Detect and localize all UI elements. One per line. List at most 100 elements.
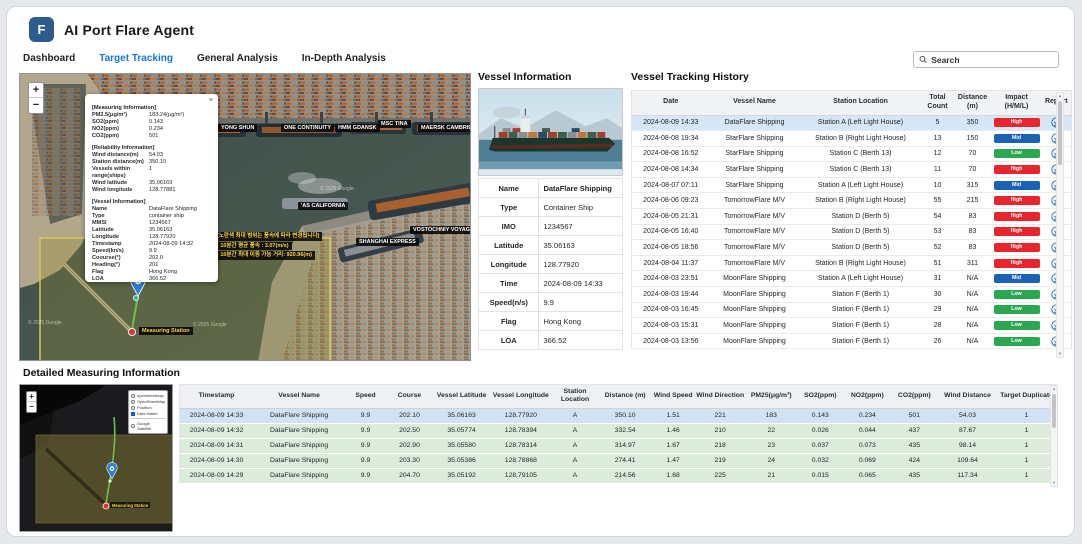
cell-wind-speed: 1.46 [651, 423, 695, 439]
impact-badge: High [993, 258, 1040, 268]
table-row[interactable]: 2024-08-04 11:37 TomorrowFlare M/V Stati… [631, 255, 1072, 272]
tracking-map[interactable]: + − YONG SHUN ONE CONTINUITY HMM GDANSK … [19, 73, 471, 361]
cell-station: Station A (Left Light House) [799, 177, 922, 194]
table-row[interactable]: 2024-08-09 14:33 DataFlare Shipping Stat… [631, 115, 1072, 132]
column-header: Wind Distance [937, 384, 998, 409]
column-header: Date [631, 90, 710, 116]
cell-target-duplicate: 1 [997, 438, 1057, 454]
layer-option[interactable]: Google Satellite [131, 418, 165, 431]
popup-close-icon[interactable]: × [208, 97, 213, 104]
zoom-in-button[interactable]: + [27, 392, 36, 402]
popup-row: Station distance(m) 350.10 [92, 159, 167, 165]
layer-option[interactable]: Dark Matter [131, 411, 165, 416]
search-icon [919, 55, 927, 64]
scrollbar-thumb[interactable] [1052, 394, 1056, 428]
cell-longitude: 128.78394 [490, 423, 552, 439]
zoom-in-button[interactable]: + [29, 83, 43, 98]
scroll-down-icon[interactable]: ▼ [1058, 351, 1062, 356]
impact-badge: High [993, 227, 1040, 237]
popup-row: Wind distance(m) 54.03 [92, 152, 163, 158]
table-row[interactable]: 2024-08-08 16:52 StarFlare Shipping Stat… [631, 146, 1072, 163]
vessel-info-row: LOA 366.52 [477, 330, 623, 350]
nav-tab[interactable]: Dashboard [23, 53, 76, 64]
scroll-up-icon[interactable]: ▲ [1058, 93, 1062, 98]
vessel-info-row: Speed(n/s) 9.9 [477, 292, 623, 312]
layer-option[interactable]: OpenStreetMap [131, 399, 165, 404]
radio-icon[interactable] [131, 405, 135, 410]
scroll-down-icon[interactable]: ▼ [1052, 480, 1056, 485]
nav-tab[interactable]: General Analysis [196, 53, 278, 64]
table-row[interactable]: 2024-08-05 18:56 TomorrowFlare M/V Stati… [631, 239, 1072, 256]
table-row[interactable]: 2024-08-05 21:31 TomorrowFlare M/V Stati… [631, 208, 1072, 225]
search-input[interactable] [931, 54, 1053, 65]
scrollbar-thumb[interactable] [1058, 101, 1062, 165]
popup-row: Heading(°) 201 [92, 262, 159, 268]
impact-badge: Mid [993, 180, 1040, 190]
popup-row: Longitude 128.77920 [92, 234, 176, 240]
cell-date: 2024-08-05 18:56 [631, 239, 710, 256]
zoom-out-button[interactable]: − [32, 99, 40, 111]
table-row[interactable]: 2024-08-03 19:44 MoonFlare Shipping Stat… [631, 286, 1072, 303]
table-row[interactable]: 2024-08-05 16:40 TomorrowFlare M/V Stati… [631, 224, 1072, 241]
vessel-info-value: Container Ship [538, 197, 623, 217]
layer-option-label: OpenStreetMap [137, 399, 166, 404]
cell-course: 204.70 [385, 468, 433, 484]
table-row[interactable]: 2024-08-03 23:51 MoonFlare Shipping Stat… [631, 270, 1072, 288]
radio-icon[interactable] [131, 393, 135, 398]
table-row[interactable]: 2024-08-09 14:29 DataFlare Shipping 9.9 … [179, 468, 1057, 484]
detailed-mini-map[interactable]: + − openstreetmap OpenStreetMap Positron… [19, 384, 173, 532]
cell-longitude: 128.79105 [490, 468, 552, 484]
cell-distance: 70 [953, 161, 992, 178]
cell-co2: 435 [890, 438, 938, 454]
detailed-scrollbar[interactable]: ▲ ▼ [1050, 385, 1058, 487]
table-row[interactable]: 2024-08-03 13:56 MoonFlare Shipping Stat… [631, 333, 1072, 350]
cell-date: 2024-08-03 23:51 [631, 270, 710, 288]
table-row[interactable]: 2024-08-08 14:34 StarFlare Shipping Stat… [631, 161, 1072, 178]
cell-wind-direction: 219 [694, 453, 746, 469]
cell-vessel-name: StarFlare Shipping [709, 161, 800, 178]
table-row[interactable]: 2024-08-08 19:34 StarFlare Shipping Stat… [631, 130, 1072, 147]
tracking-scrollbar[interactable]: ▲ ▼ [1056, 92, 1064, 358]
tracking-header-row: Date Vessel Name Station Location Total Cou… [631, 90, 1072, 116]
nav-tab[interactable]: In-Depth Analysis [301, 53, 386, 64]
cell-date: 2024-08-08 14:34 [631, 161, 710, 178]
wind-range-annotation: [노란색 최대 범위는 풍속에 따라 변경됩니다] - 10분간 평균 풍속 :… [214, 232, 323, 260]
table-row[interactable]: 2024-08-09 14:32 DataFlare Shipping 9.9 … [179, 423, 1057, 439]
cell-station: Station A (Left Light House) [799, 270, 922, 288]
cell-vessel-name: MoonFlare Shipping [709, 302, 800, 319]
zoom-out-button[interactable]: − [29, 402, 34, 411]
radio-icon[interactable] [131, 411, 135, 416]
vessel-info-value: 366.52 [538, 330, 623, 350]
table-row[interactable]: 2024-08-09 14:33 DataFlare Shipping 9.9 … [179, 408, 1057, 424]
cell-date: 2024-08-05 21:31 [631, 208, 710, 225]
table-row[interactable]: 2024-08-03 15:31 MoonFlare Shipping Stat… [631, 317, 1072, 334]
nav-tabs: Dashboard Target Tracking General Analysis… [23, 53, 386, 64]
cell-target-duplicate: 1 [997, 453, 1057, 469]
map-watermark: © 2025 Google [320, 186, 354, 192]
layer-option[interactable]: openstreetmap [131, 393, 165, 398]
table-row[interactable]: 2024-08-03 16:45 MoonFlare Shipping Stat… [631, 302, 1072, 319]
table-row[interactable]: 2024-08-07 07:11 StarFlare Shipping Stat… [631, 177, 1072, 194]
table-row[interactable]: 2024-08-09 14:30 DataFlare Shipping 9.9 … [179, 453, 1057, 469]
scroll-up-icon[interactable]: ▲ [1052, 386, 1056, 391]
table-row[interactable]: 2024-08-09 14:31 DataFlare Shipping 9.9 … [179, 438, 1057, 454]
cell-wind-speed: 1.47 [651, 453, 695, 469]
popup-section-title: [Reliability Information] [92, 145, 155, 151]
cell-vessel-name: DataFlare Shipping [253, 453, 346, 469]
radio-icon[interactable] [131, 399, 135, 404]
cell-target-duplicate: 1 [997, 468, 1057, 484]
cell-distance: N/A [953, 270, 992, 288]
nav-tab[interactable]: Target Tracking [99, 53, 173, 64]
radio-icon[interactable] [131, 423, 135, 428]
ship-label: 'AS CALIFORNIA [298, 202, 349, 211]
table-row[interactable]: 2024-08-06 09:23 TomorrowFlare M/V Stati… [631, 192, 1072, 210]
cell-latitude: 35.05774 [432, 423, 491, 439]
cell-timestamp: 2024-08-09 14:31 [179, 438, 254, 454]
ship-label: ONE CONTINUITY [281, 124, 335, 133]
cell-speed: 9.9 [345, 408, 386, 424]
search-box[interactable] [913, 51, 1059, 68]
vessel-info-row: Type Container Ship [477, 197, 623, 217]
map-layer-control: openstreetmap OpenStreetMap Positron Dar… [128, 390, 168, 434]
layer-option[interactable]: Positron [131, 405, 165, 410]
column-header: Total Count [921, 90, 954, 116]
